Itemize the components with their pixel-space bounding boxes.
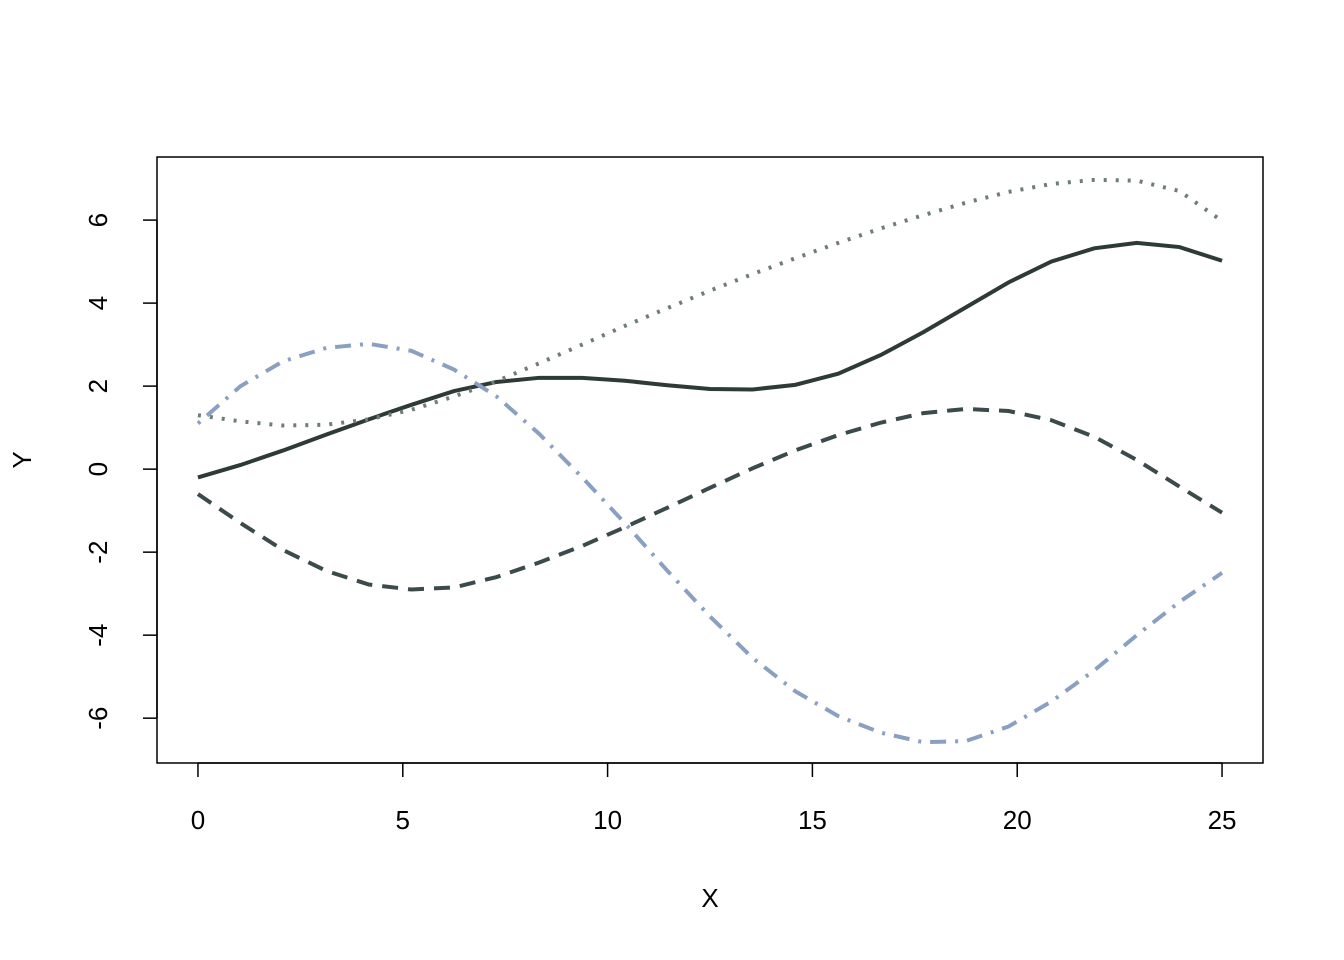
- y-tick-label: -6: [83, 707, 113, 730]
- data-line: [196, 406, 1224, 592]
- x-tick-label: 20: [1003, 805, 1032, 835]
- y-axis-label: Y: [7, 451, 37, 468]
- x-axis-label: X: [701, 883, 718, 913]
- y-tick-label: 6: [83, 213, 113, 227]
- x-tick-label: 10: [593, 805, 622, 835]
- x-tick-label: 25: [1208, 805, 1237, 835]
- y-tick-label: 0: [83, 462, 113, 476]
- y-tick-label: 4: [83, 296, 113, 310]
- y-tick-label: 2: [83, 379, 113, 393]
- x-tick-label: 0: [191, 805, 205, 835]
- y-tick-label: -2: [83, 541, 113, 564]
- y-tick-label: -4: [83, 624, 113, 647]
- data-line: [197, 240, 1223, 480]
- x-tick-label: 5: [396, 805, 410, 835]
- data-line: [196, 341, 1224, 745]
- x-tick-label: 15: [798, 805, 827, 835]
